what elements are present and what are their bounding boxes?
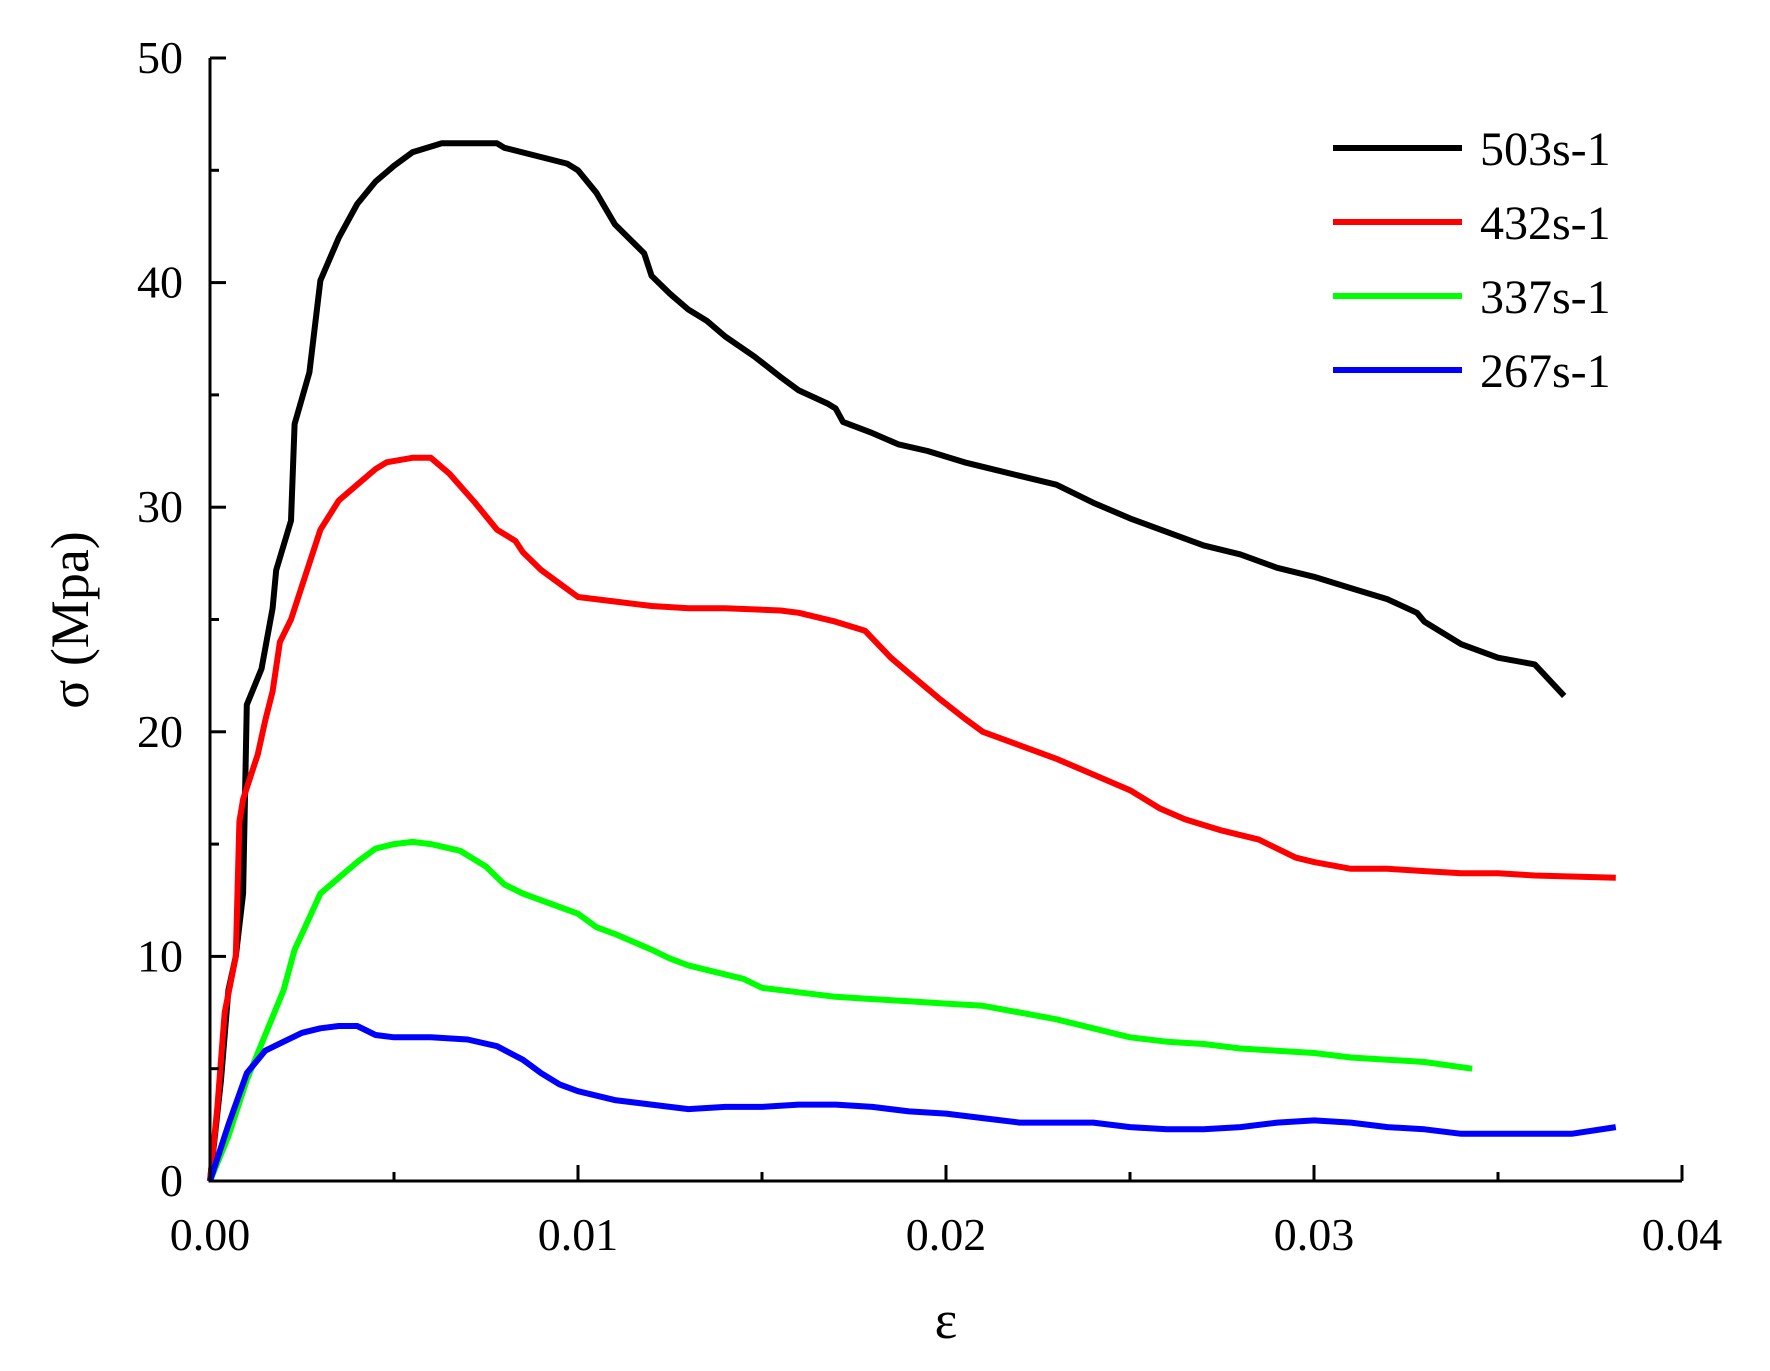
x-axis-title: ε [935, 1290, 958, 1350]
series-line-337s-1 [207, 838, 1473, 1183]
series-line-432s-1 [207, 454, 1616, 1182]
y-tick-label: 40 [137, 257, 183, 308]
legend-label: 267s-1 [1480, 345, 1611, 398]
y-tick-label: 10 [137, 930, 183, 981]
legend: 503s-1 432s-1 337s-1 267s-1 [1333, 123, 1611, 398]
y-ticks: 0 10 20 30 40 50 [137, 32, 226, 1206]
x-ticks: 0.00 0.01 0.02 0.03 0.04 [170, 1165, 1723, 1260]
series-line-503s-1 [207, 140, 1567, 1182]
legend-label: 503s-1 [1480, 123, 1611, 176]
y-axis-title: σ (Mpa) [40, 531, 100, 709]
legend-label: 432s-1 [1480, 197, 1611, 250]
x-tick-label: 0.04 [1642, 1209, 1723, 1260]
x-tick-label: 0.02 [906, 1209, 987, 1260]
plot-lines [207, 140, 1617, 1183]
legend-label: 337s-1 [1480, 271, 1611, 324]
y-tick-label: 50 [137, 32, 183, 83]
x-tick-label: 0.00 [170, 1209, 251, 1260]
x-tick-label: 0.03 [1274, 1209, 1355, 1260]
y-tick-label: 20 [137, 706, 183, 757]
axes [208, 58, 1682, 1183]
x-tick-label: 0.01 [538, 1209, 619, 1260]
series-line-267s-1 [207, 1023, 1617, 1182]
y-tick-label: 0 [160, 1155, 183, 1206]
y-tick-label: 30 [137, 481, 183, 532]
